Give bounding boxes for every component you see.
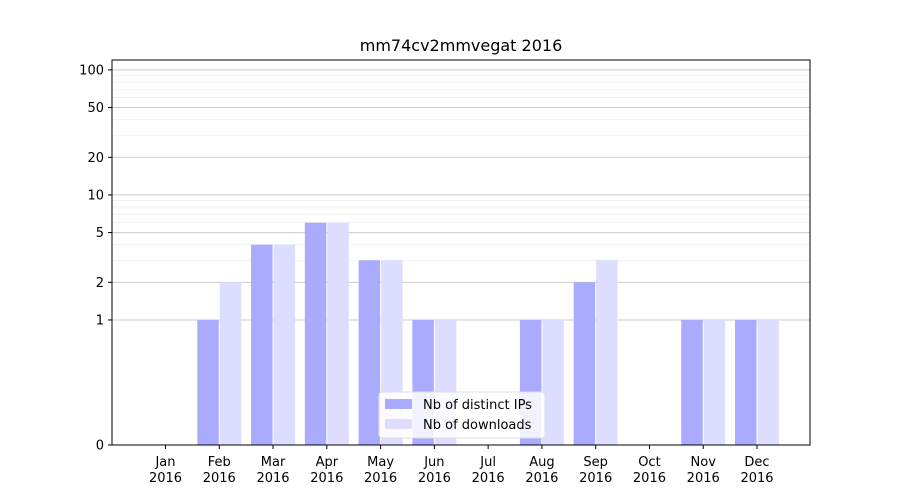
bar-distinct-ips (358, 260, 381, 445)
plot-frame (111, 59, 811, 446)
grid-lines (112, 69, 810, 321)
x-tick-label: Sep 2016 (579, 455, 612, 486)
bar-downloads (273, 244, 296, 445)
y-tick-label: 1 (96, 313, 104, 328)
x-tick-label: Oct 2016 (633, 455, 666, 486)
bar-downloads (596, 260, 618, 445)
bar-distinct-ips (573, 282, 596, 445)
y-tick-label: 10 (87, 188, 104, 203)
legend: Nb of distinct IPs Nb of downloads (378, 391, 546, 439)
x-tick-label: Aug 2016 (525, 455, 558, 486)
bar-downloads (757, 319, 779, 445)
x-tick-label: Jun 2016 (418, 455, 451, 486)
bar-downloads (703, 319, 726, 445)
axes: 0 1 2 5 10 20 50 100 Jan 2016 Feb 2016 Mar 2016 Apr 201… (79, 59, 811, 486)
x-tick-label: Feb 2016 (203, 455, 236, 486)
legend-swatch (385, 419, 412, 429)
x-tick-label: Nov 2016 (687, 455, 720, 486)
y-tick-label: 50 (87, 101, 104, 116)
bar-downloads (542, 319, 564, 445)
y-tick-label: 0 (96, 439, 104, 454)
legend-label: Nb of downloads (423, 418, 532, 433)
legend-label: Nb of distinct IPs (423, 398, 532, 413)
legend-box (378, 391, 546, 439)
x-tick-label: Jan 2016 (149, 455, 182, 486)
y-tick-label: 100 (79, 63, 104, 78)
x-tick-label: Jul 2016 (472, 455, 505, 486)
y-tick-label: 2 (96, 276, 104, 291)
bar-distinct-ips (304, 222, 327, 445)
bar-distinct-ips (681, 319, 703, 445)
x-tick-label: Apr 2016 (310, 455, 343, 486)
bar-downloads (219, 282, 242, 445)
bar-distinct-ips (251, 244, 273, 445)
x-tick-label: May 2016 (364, 455, 397, 486)
x-tick-label: Dec 2016 (740, 455, 773, 486)
x-tick-label: Mar 2016 (256, 455, 289, 486)
chart-title: mm74cv2mmvegat 2016 (360, 36, 563, 55)
y-tick-label: 5 (96, 226, 104, 241)
bar-downloads (327, 222, 349, 445)
legend-swatch (385, 399, 412, 409)
bar-distinct-ips (735, 319, 757, 445)
y-tick-label: 20 (87, 151, 104, 166)
bar-distinct-ips (197, 319, 219, 445)
